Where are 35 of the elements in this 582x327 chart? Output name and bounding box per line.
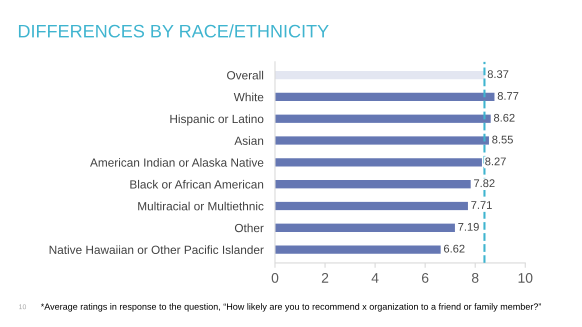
bar <box>274 245 441 254</box>
bar <box>274 136 489 145</box>
chart-title: DIFFERENCES BY RACE/ETHNICITY <box>18 24 329 38</box>
data-label: 6.62 <box>444 244 465 253</box>
bar <box>274 92 494 102</box>
y-tick-label: Native Hawaiian or Other Pacific Islander <box>50 245 264 254</box>
x-tick-label: 10 <box>518 272 532 283</box>
bar <box>274 224 455 232</box>
x-tick-label: 8 <box>472 272 478 283</box>
text: *Average ratings in response to the question, “How likely are you to recommend x organization to a friend or family member?” <box>40 303 542 312</box>
bar <box>274 180 471 188</box>
y-tick-label: White <box>234 92 264 102</box>
x-tick-label: 4 <box>372 273 379 283</box>
y-tick-label: Asian <box>234 136 264 145</box>
x-tick-label: 0 <box>272 272 278 283</box>
x-tick-label: 6 <box>422 272 428 283</box>
y-tick-label: Overall <box>227 70 264 80</box>
data-label: 8.62 <box>494 114 515 122</box>
data-label: 8.37 <box>488 70 508 78</box>
data-label: 8.27 <box>485 157 506 166</box>
data-label: 8.55 <box>492 136 513 144</box>
bar <box>274 70 484 80</box>
data-label: 8.77 <box>498 92 518 100</box>
bar <box>274 202 468 210</box>
bar <box>274 158 482 166</box>
y-tick-label: Other <box>234 224 264 232</box>
data-label: 7.82 <box>474 179 495 188</box>
y-tick-label: Black or African American <box>130 180 264 189</box>
bar <box>274 114 491 123</box>
y-tick-label: American Indian or Alaska Native <box>90 158 264 167</box>
y-tick-label: Hispanic or Latino <box>170 114 264 126</box>
y-tick-label: Multiracial or Multiethnic <box>138 202 264 210</box>
data-label: 7.19 <box>458 222 479 231</box>
data-label: 7.71 <box>471 201 492 209</box>
x-tick-label: 2 <box>322 272 328 283</box>
